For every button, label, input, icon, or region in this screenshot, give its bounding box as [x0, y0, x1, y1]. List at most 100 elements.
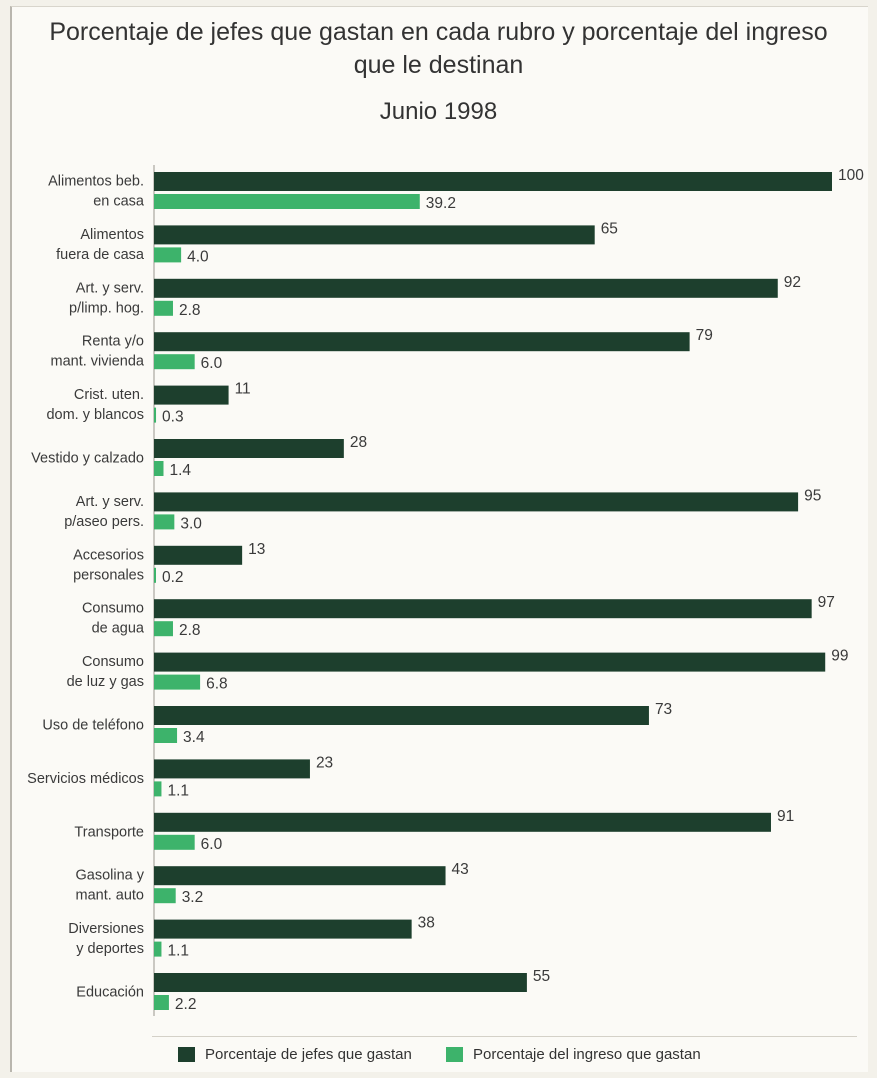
- category-group: Alimentos beb. en casa 100 39.2: [48, 167, 864, 212]
- bar-ingreso: [154, 194, 420, 209]
- category-group: Uso de teléfono 73 3.4: [42, 701, 672, 746]
- legend-label-ingreso: Porcentaje del ingreso que gastan: [473, 1046, 701, 1063]
- category-group: Alimentos fuera de casa 65 4.0: [56, 220, 618, 265]
- value-label-ingreso: 1.1: [167, 943, 189, 960]
- category-group: Gasolina y mant. auto 43 3.2: [75, 861, 468, 906]
- category-group: Crist. uten. dom. y blancos 11 0.3: [46, 381, 250, 426]
- bar-ingreso: [154, 514, 175, 530]
- chart-title-line-1: Porcentaje de jefes que gastan en cada r…: [49, 18, 828, 46]
- category-group: Educación 55 2.2: [76, 968, 550, 1013]
- value-label-jefes: 92: [784, 274, 801, 291]
- category-label: fuera de casa: [56, 247, 145, 263]
- value-label-jefes: 97: [818, 594, 835, 611]
- category-label: Alimentos beb.: [48, 174, 144, 190]
- bar-jefes: [154, 172, 832, 191]
- value-label-ingreso: 6.0: [201, 355, 223, 372]
- value-label-ingreso: 2.2: [175, 996, 197, 1013]
- bar-jefes: [154, 973, 527, 992]
- category-label: Consumo: [82, 654, 144, 670]
- value-label-ingreso: 6.0: [201, 836, 223, 853]
- value-label-ingreso: 3.4: [183, 729, 205, 746]
- value-label-jefes: 11: [235, 381, 251, 398]
- bar-ingreso: [154, 834, 195, 850]
- value-label-jefes: 65: [601, 220, 618, 237]
- category-group: Art. y serv. p/aseo pers. 95 3.0: [64, 487, 821, 532]
- value-label-jefes: 95: [804, 487, 821, 504]
- bar-ingreso: [154, 247, 182, 263]
- category-label: p/limp. hog.: [69, 300, 144, 316]
- category-label: Consumo: [82, 601, 144, 617]
- value-label-jefes: 43: [452, 861, 469, 878]
- legend-swatch-jefes: [178, 1047, 195, 1062]
- category-label: p/aseo pers.: [64, 514, 144, 530]
- bar-jefes: [154, 545, 243, 565]
- category-label: Art. y serv.: [76, 494, 144, 510]
- category-group: Accesorios personales 13 0.2: [73, 541, 265, 586]
- bar-ingreso: [154, 995, 169, 1010]
- category-label: Educación: [76, 985, 144, 1001]
- legend-label-jefes: Porcentaje de jefes que gastan: [205, 1046, 412, 1063]
- value-label-ingreso: 2.8: [179, 302, 201, 319]
- category-label: mant. vivienda: [51, 354, 145, 370]
- category-label: y deportes: [76, 941, 144, 957]
- value-label-ingreso: 3.2: [182, 889, 204, 906]
- category-label: mant. auto: [75, 888, 144, 904]
- value-label-jefes: 13: [248, 541, 265, 558]
- legend-divider: [152, 1036, 857, 1037]
- bar-jefes: [154, 866, 446, 886]
- value-label-ingreso: 3.0: [180, 515, 202, 532]
- category-label: de agua: [92, 621, 145, 637]
- category-label: Uso de teléfono: [42, 718, 144, 734]
- value-label-jefes: 91: [777, 808, 794, 825]
- category-group: Transporte 91 6.0: [74, 808, 794, 853]
- bar-jefes: [154, 919, 412, 939]
- legend-item-ingreso: Porcentaje del ingreso que gastan: [446, 1046, 701, 1063]
- value-label-jefes: 100: [838, 167, 864, 184]
- bar-ingreso: [154, 300, 173, 316]
- category-group: Diversiones y deportes 38 1.1: [68, 915, 435, 960]
- category-group: Art. y serv. p/limp. hog. 92 2.8: [69, 274, 801, 319]
- bar-jefes: [154, 706, 649, 725]
- bar-ingreso: [154, 621, 173, 637]
- category-label: Alimentos: [80, 227, 144, 243]
- category-label: Accesorios: [73, 547, 144, 563]
- value-label-ingreso: 0.3: [162, 409, 184, 426]
- bar-jefes: [154, 599, 812, 619]
- chart-title-line-2: que le destinan: [353, 51, 524, 79]
- category-label: Renta y/o: [82, 334, 144, 350]
- category-group: Consumo de agua 97 2.8: [82, 594, 835, 639]
- category-label: personales: [73, 567, 144, 583]
- bar-jefes: [154, 278, 778, 298]
- category-label: Diversiones: [68, 921, 144, 937]
- value-label-jefes: 99: [831, 648, 848, 665]
- legend-swatch-ingreso: [446, 1047, 463, 1062]
- bar-jefes: [154, 492, 799, 512]
- category-label: de luz y gas: [67, 674, 144, 690]
- bar-ingreso: [154, 941, 162, 957]
- category-label: Crist. uten.: [74, 387, 144, 403]
- bar-jefes: [154, 652, 826, 672]
- value-label-jefes: 73: [655, 701, 672, 718]
- chart-subtitle: Junio 1998: [379, 98, 498, 125]
- bar-jefes: [154, 439, 344, 458]
- legend-item-jefes: Porcentaje de jefes que gastan: [178, 1046, 412, 1063]
- value-label-jefes: 38: [418, 915, 435, 932]
- bar-ingreso: [154, 567, 156, 583]
- category-label: Transporte: [74, 824, 144, 840]
- category-label: en casa: [93, 194, 145, 210]
- bar-ingreso: [154, 888, 176, 904]
- bar-jefes: [154, 759, 310, 779]
- category-group: Vestido y calzado 28 1.4: [31, 434, 367, 479]
- category-label: Art. y serv.: [76, 280, 144, 296]
- category-label: Vestido y calzado: [31, 451, 144, 467]
- chart-legend: Porcentaje de jefes que gastan Porcentaj…: [0, 1046, 877, 1068]
- value-label-jefes: 23: [316, 754, 333, 771]
- value-label-ingreso: 39.2: [426, 195, 456, 212]
- value-label-ingreso: 2.8: [179, 622, 201, 639]
- value-label-ingreso: 1.4: [169, 462, 191, 479]
- category-group: Servicios médicos 23 1.1: [27, 754, 333, 799]
- value-label-ingreso: 1.1: [167, 782, 189, 799]
- bar-jefes: [154, 812, 771, 832]
- bar-ingreso: [154, 674, 201, 690]
- category-group: Consumo de luz y gas 99 6.8: [67, 648, 849, 693]
